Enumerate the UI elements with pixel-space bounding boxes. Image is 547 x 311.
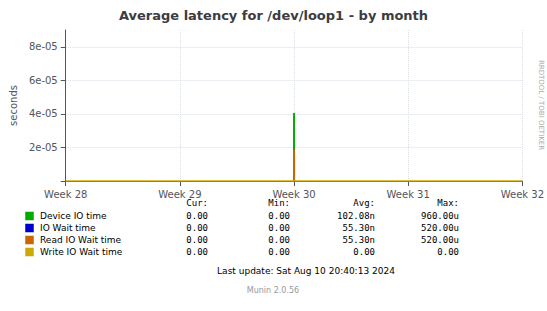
svg-text:Device IO time: Device IO time [40,211,107,221]
svg-text:Average latency for /dev/loop1: Average latency for /dev/loop1 - by mont… [119,8,428,23]
svg-text:Cur:: Cur: [186,198,208,208]
svg-text:Week 28: Week 28 [44,189,87,200]
svg-text:0.00: 0.00 [268,223,290,233]
svg-text:IO Wait time: IO Wait time [40,223,96,233]
svg-text:Max:: Max: [437,198,459,208]
svg-text:Write IO Wait time: Write IO Wait time [40,247,123,257]
svg-text:RRDTOOL / TOBI OETIKER: RRDTOOL / TOBI OETIKER [537,60,545,150]
svg-text:0.00: 0.00 [437,247,459,257]
svg-text:Read IO Wait time: Read IO Wait time [40,235,122,245]
svg-text:55.30n: 55.30n [342,223,375,233]
svg-text:Week 31: Week 31 [387,189,430,200]
svg-text:0.00: 0.00 [186,211,208,221]
svg-text:Week 29: Week 29 [158,189,201,200]
svg-text:0.00: 0.00 [353,247,375,257]
svg-text:0.00: 0.00 [186,247,208,257]
svg-text:102.08n: 102.08n [337,211,375,221]
svg-text:4e-05: 4e-05 [29,108,58,119]
svg-text:0.00: 0.00 [268,247,290,257]
svg-text:6e-05: 6e-05 [29,75,58,86]
svg-text:960.00u: 960.00u [421,211,459,221]
svg-text:Week 32: Week 32 [501,189,544,200]
svg-text:0.00: 0.00 [186,235,208,245]
svg-text:Week 30: Week 30 [272,189,315,200]
svg-text:seconds: seconds [8,85,19,126]
svg-text:2e-05: 2e-05 [29,142,58,153]
svg-text:Avg:: Avg: [353,198,375,208]
svg-text:520.00u: 520.00u [421,235,459,245]
svg-text:0.00: 0.00 [268,235,290,245]
svg-text:0.00: 0.00 [186,223,208,233]
svg-text:55.30n: 55.30n [342,235,375,245]
svg-text:0.00: 0.00 [268,211,290,221]
svg-text:Last update: Sat Aug 10 20:40:: Last update: Sat Aug 10 20:40:13 2024 [217,266,395,276]
svg-text:520.00u: 520.00u [421,223,459,233]
svg-text:Munin 2.0.56: Munin 2.0.56 [247,286,299,295]
svg-text:Min:: Min: [268,198,290,208]
svg-text:8e-05: 8e-05 [29,41,58,52]
